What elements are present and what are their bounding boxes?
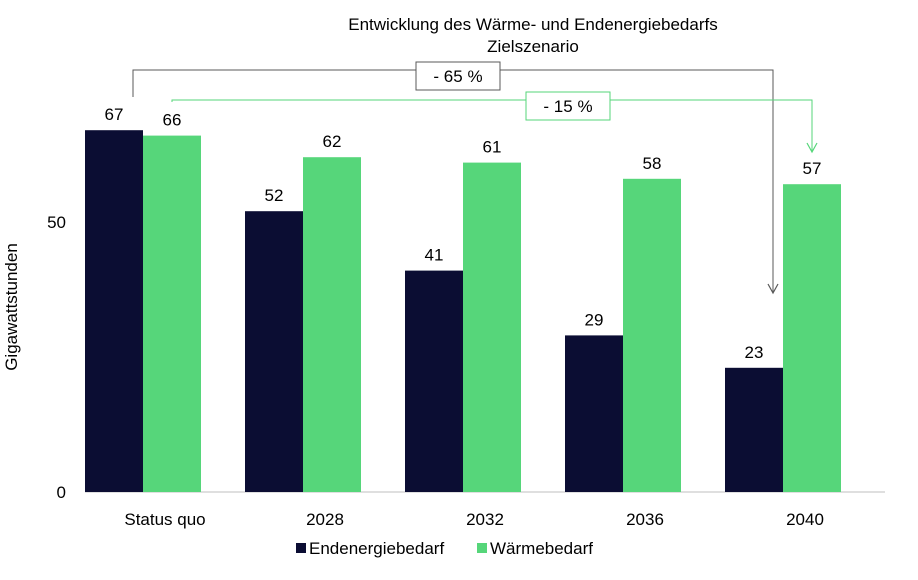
y-axis-label: Gigawattstunden bbox=[2, 243, 21, 371]
x-tick-label: 2036 bbox=[626, 510, 664, 529]
bar-wärmebedarf bbox=[623, 178, 681, 493]
annotation-box bbox=[525, 91, 611, 121]
annotation-label: - 65 % bbox=[433, 67, 482, 86]
bar-wärmebedarf bbox=[783, 184, 841, 492]
bar-endenergiebedarf bbox=[245, 211, 303, 492]
data-label: 41 bbox=[425, 246, 444, 265]
bar-wärmebedarf bbox=[463, 162, 521, 492]
legend-swatch bbox=[296, 543, 306, 553]
legend-label: Endenergiebedarf bbox=[309, 539, 444, 558]
chart-subtitle: Zielszenario bbox=[487, 37, 579, 56]
data-label: 66 bbox=[163, 111, 182, 130]
bar-endenergiebedarf bbox=[565, 335, 623, 492]
annotation-arrowhead bbox=[806, 142, 818, 154]
x-tick-label: 2028 bbox=[306, 510, 344, 529]
annotation-label: - 15 % bbox=[543, 97, 592, 116]
data-label: 23 bbox=[745, 343, 764, 362]
legend-label: Wärmebedarf bbox=[490, 539, 593, 558]
data-label: 61 bbox=[483, 138, 502, 157]
x-tick-label: 2040 bbox=[786, 510, 824, 529]
bar-wärmebedarf bbox=[303, 157, 361, 492]
y-tick-label: 0 bbox=[57, 483, 66, 502]
annotation-box bbox=[415, 61, 501, 91]
bar-wärmebedarf bbox=[143, 135, 201, 492]
x-tick-label: Status quo bbox=[124, 510, 205, 529]
legend-swatch bbox=[477, 543, 487, 553]
annotation-arrowhead bbox=[767, 283, 779, 295]
bar-endenergiebedarf bbox=[405, 270, 463, 492]
data-label: 58 bbox=[643, 154, 662, 173]
data-label: 52 bbox=[265, 186, 284, 205]
bar-endenergiebedarf bbox=[85, 130, 143, 492]
x-tick-label: 2032 bbox=[466, 510, 504, 529]
change-annotations: - 65 % - 15 % bbox=[132, 61, 818, 295]
annotation-bracket bbox=[171, 99, 813, 152]
plot-area: 0 50 Status quo 2028 2032 2036 2040 67 52 41 29 23 6… bbox=[47, 105, 885, 529]
data-label: 29 bbox=[585, 310, 604, 329]
chart-title: Entwicklung des Wärme- und Endenergiebed… bbox=[348, 15, 717, 34]
bar-endenergiebedarf bbox=[725, 367, 783, 492]
data-label: 67 bbox=[105, 105, 124, 124]
data-label: 57 bbox=[803, 159, 822, 178]
data-label: 62 bbox=[323, 132, 342, 151]
legend: Endenergiebedarf Wärmebedarf bbox=[296, 539, 593, 558]
y-tick-label: 50 bbox=[47, 213, 66, 232]
